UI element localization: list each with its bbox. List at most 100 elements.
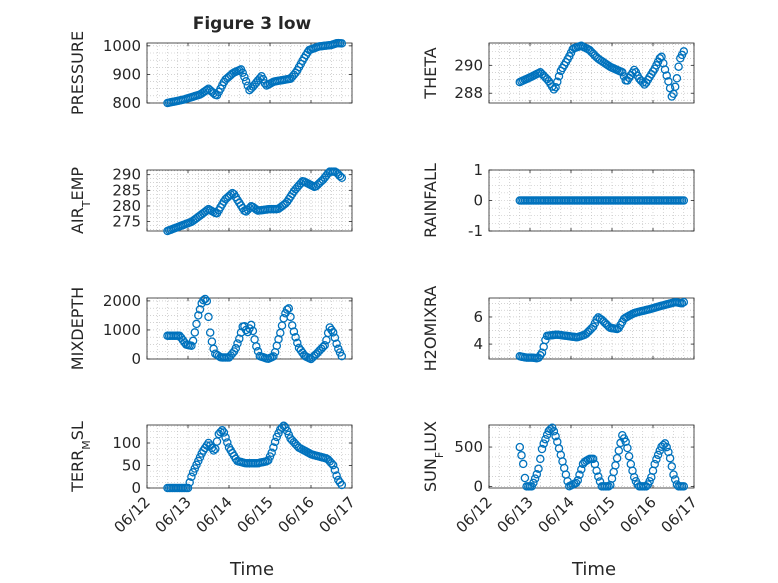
data-point: [252, 342, 261, 351]
data-point: [231, 344, 241, 353]
data-point: [248, 326, 258, 336]
data-point: [650, 459, 659, 469]
data-point: [202, 85, 212, 95]
y-tick-label: 0: [131, 479, 141, 497]
data-point: [286, 312, 295, 322]
data-point: [624, 451, 634, 461]
data-point: [679, 482, 689, 491]
y-tick-label: 900: [112, 65, 141, 83]
data-point: [282, 305, 292, 314]
y-tick-label: 2000: [103, 292, 141, 310]
series-markers: [515, 423, 689, 491]
data-point: [223, 438, 232, 447]
data-point: [216, 427, 225, 437]
y-tick-label: 285: [112, 181, 141, 199]
data-point: [327, 459, 336, 468]
data-point: [553, 77, 562, 87]
y-axis-label: AIRTEMP: [68, 167, 93, 234]
series-markers: [515, 297, 689, 363]
data-point: [284, 304, 294, 313]
data-point: [238, 68, 247, 77]
data-point: [594, 472, 603, 481]
x-tick-label: 06/15: [576, 493, 619, 536]
data-point: [529, 478, 538, 488]
y-tick-label: 6: [473, 308, 483, 326]
grid: [488, 425, 695, 488]
x-tick-label: 06/16: [617, 493, 660, 536]
axes-frame: [146, 424, 353, 489]
x-tick-label: 06/15: [234, 493, 277, 536]
data-point: [330, 333, 340, 342]
data-point: [537, 348, 547, 357]
data-point: [575, 470, 584, 480]
axes-frame: [146, 169, 353, 232]
x-tick-label: 06/17: [658, 493, 701, 536]
data-point: [318, 342, 328, 352]
subplot-mixdepth: 0 1000 2000 MIXDEPTH: [68, 287, 353, 370]
subplot-h2omixra: 4 6 H2OMIXRA: [421, 286, 695, 372]
data-point: [202, 296, 212, 306]
data-point: [577, 465, 586, 474]
data-point: [212, 437, 222, 446]
y-label-subscript: M: [80, 440, 93, 450]
figure-title: Figure 3 low: [193, 14, 312, 34]
y-axis-label: SUNFLUX: [421, 421, 446, 492]
data-point: [534, 464, 543, 473]
y-tick-label: 500: [454, 438, 483, 456]
y-axis-label: H2OMIXRA: [421, 286, 440, 372]
y-axis-label: TERRMSL: [68, 421, 93, 493]
data-point: [267, 448, 276, 458]
data-point: [515, 442, 525, 452]
data-point: [269, 352, 278, 361]
axes-frame: [146, 42, 353, 104]
data-point: [332, 339, 341, 348]
y-axis-label: THETA: [421, 47, 440, 99]
series-markers: [163, 38, 347, 108]
data-point: [623, 443, 632, 453]
data-point: [330, 465, 340, 475]
data-point: [327, 325, 336, 335]
y-tick-label: 1000: [103, 321, 141, 339]
data-point: [291, 332, 300, 342]
data-point: [235, 334, 244, 343]
y-tick-label: 1: [473, 161, 483, 179]
subplot-theta: 288 290 THETA: [421, 41, 695, 104]
data-point: [669, 470, 678, 479]
series-markers: [163, 294, 347, 364]
data-point: [554, 72, 564, 81]
data-point: [200, 294, 210, 304]
data-point: [541, 434, 550, 444]
data-point: [670, 475, 680, 484]
series-markers: [515, 196, 689, 205]
data-point: [679, 196, 689, 205]
y-label-subscript: F: [433, 452, 446, 458]
data-point: [665, 453, 675, 463]
y-tick-label: 280: [112, 197, 141, 215]
data-point: [332, 471, 341, 480]
data-point: [187, 472, 196, 482]
data-point: [289, 327, 299, 336]
y-tick-label: -1: [468, 222, 483, 240]
data-point: [190, 328, 200, 337]
data-point: [205, 328, 215, 337]
series-markers: [515, 41, 689, 101]
data-point: [241, 77, 251, 86]
data-point: [629, 472, 639, 482]
data-point: [255, 74, 265, 83]
y-label-part: AIR: [68, 207, 87, 234]
axes-frame: [488, 297, 695, 360]
y-label-subscript: T: [80, 200, 93, 208]
data-point: [246, 320, 256, 330]
data-point: [592, 466, 601, 475]
data-point: [337, 39, 347, 48]
data-point: [337, 173, 347, 183]
data-point: [199, 295, 208, 305]
data-point: [185, 478, 194, 487]
data-point: [618, 68, 627, 77]
x-tick-label: 06/16: [275, 493, 318, 536]
data-point: [187, 341, 196, 351]
